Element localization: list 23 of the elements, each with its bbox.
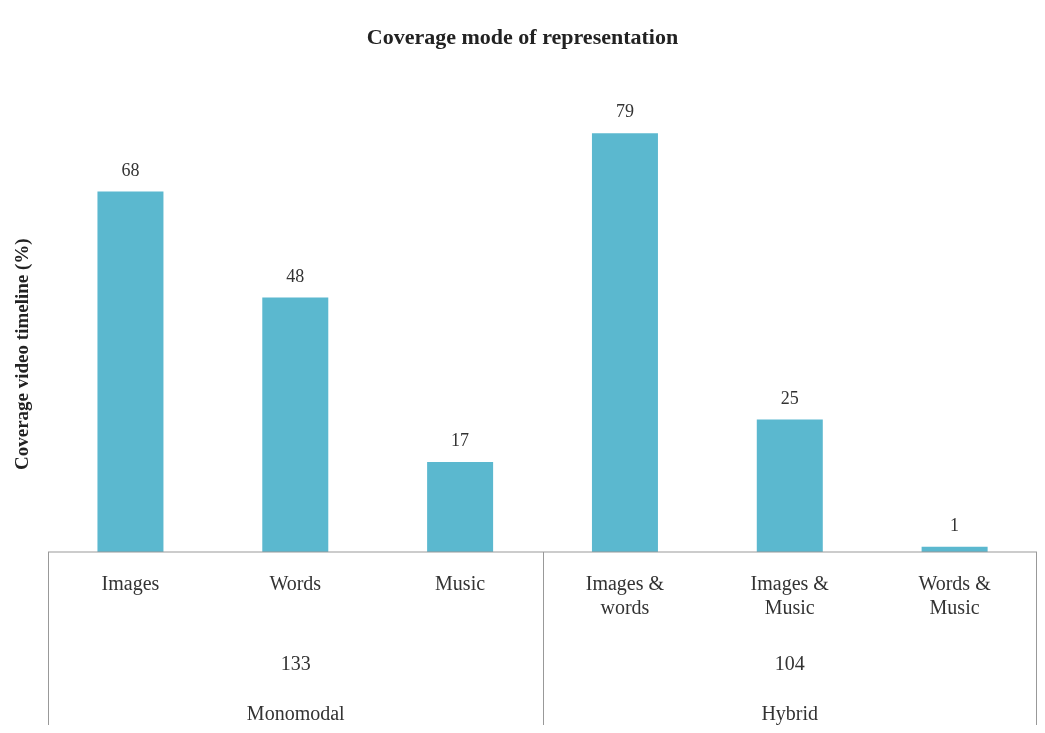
text: 104 <box>773 652 806 675</box>
data-label: 17 <box>451 429 470 450</box>
data-label: 79 <box>615 101 634 122</box>
x-tick-label: Images & words <box>585 572 665 618</box>
data-label: 25 <box>780 387 799 408</box>
y-axis-title: Coverage video timeline (%) <box>10 238 33 470</box>
data-label: 1 <box>950 514 960 535</box>
x-tick-label: Words & Music <box>918 572 992 618</box>
bar <box>756 419 823 552</box>
bar <box>262 297 329 552</box>
bar <box>591 133 658 552</box>
text: 133 <box>279 652 312 675</box>
x-tick-label: Music <box>435 572 486 594</box>
bar <box>427 461 494 552</box>
text: Monomodal <box>245 702 346 725</box>
data-label: 48 <box>286 265 305 286</box>
x-tick-label: Images & Music <box>750 572 830 618</box>
x-tick-label: Words <box>269 572 322 594</box>
x-tick-label: Images <box>101 572 160 595</box>
chart-title: Coverage mode of representation <box>365 23 680 51</box>
text: Hybrid <box>760 702 820 725</box>
bar <box>97 191 164 552</box>
data-label: 68 <box>121 159 140 180</box>
